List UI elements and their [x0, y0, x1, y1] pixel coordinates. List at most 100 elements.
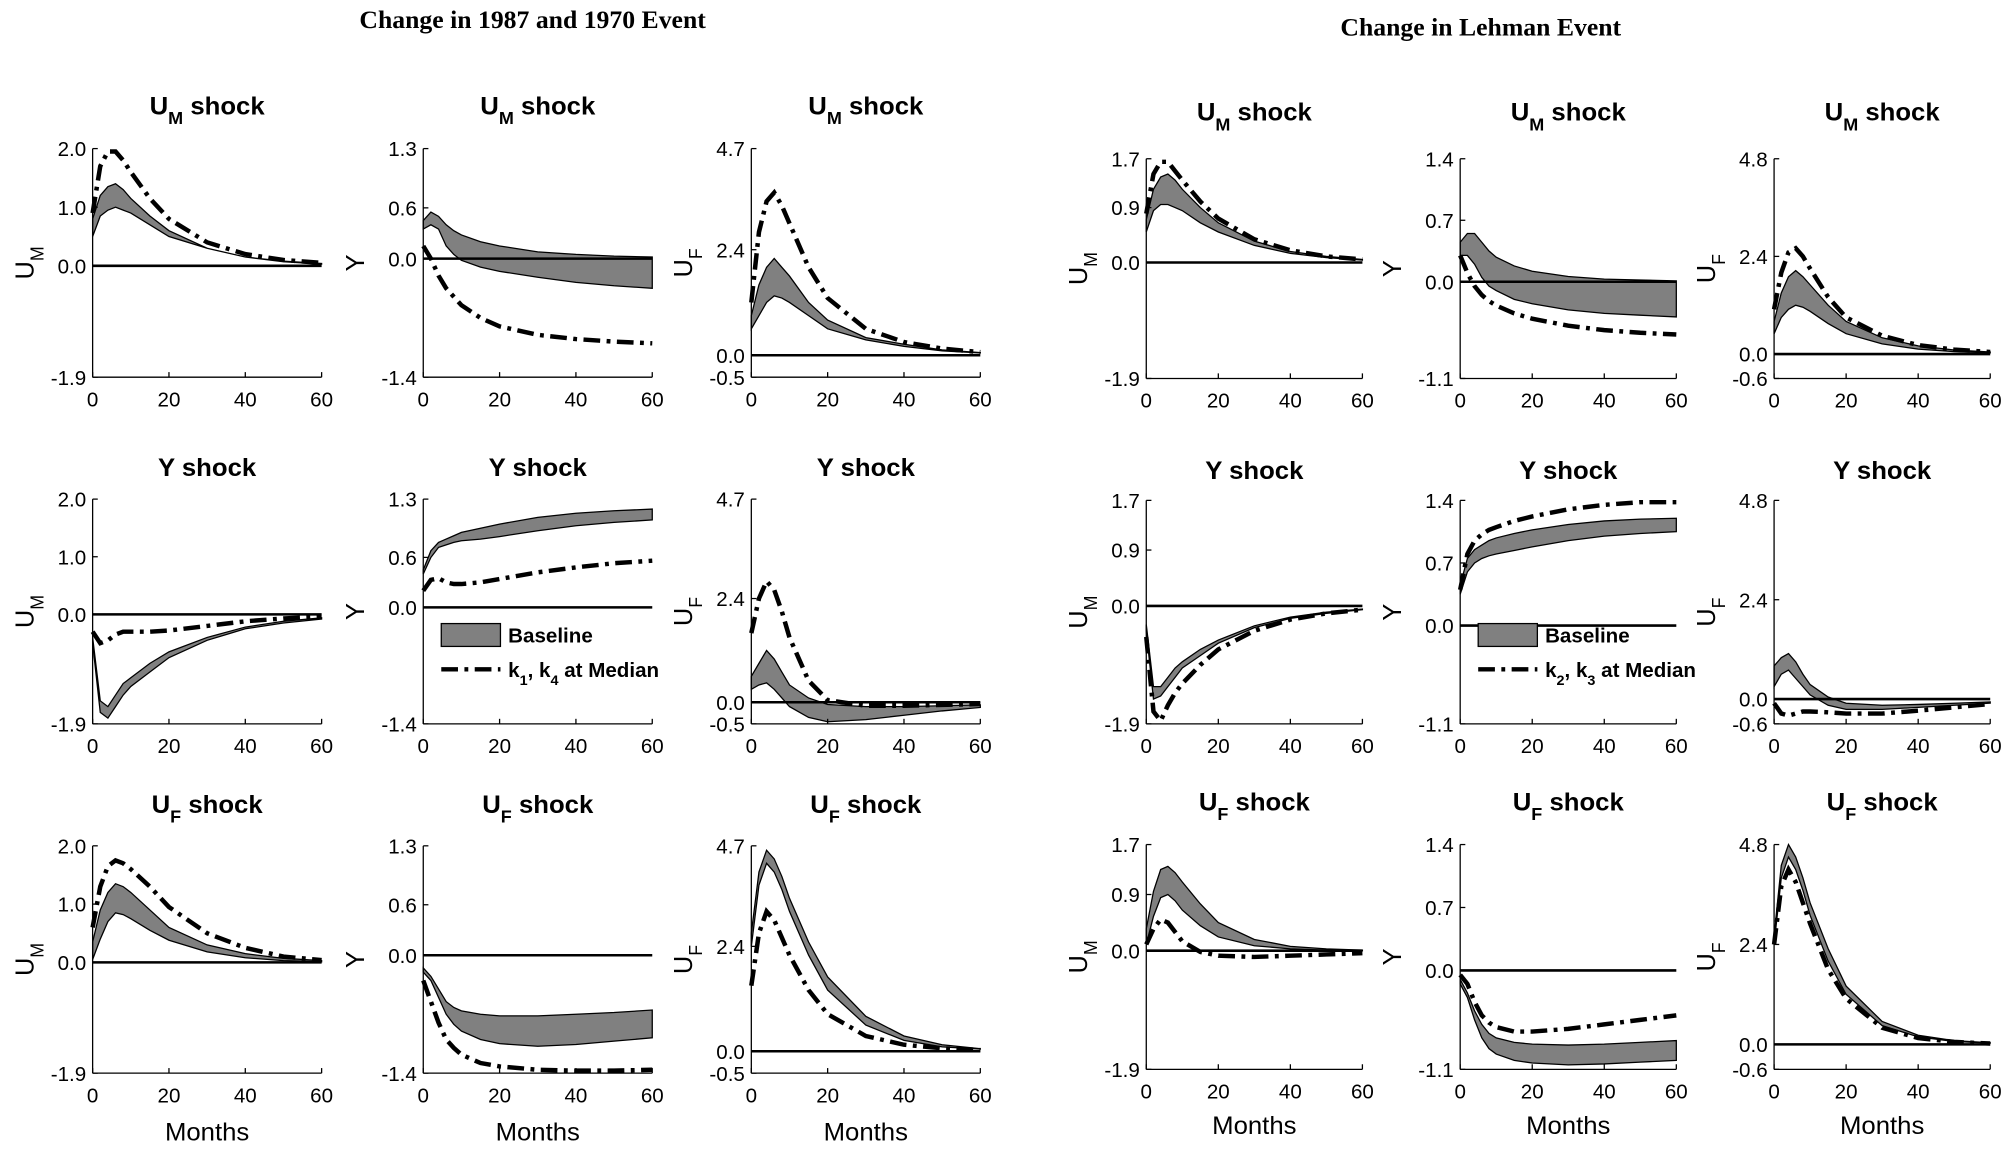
- y-tick-label: 0.0: [1111, 596, 1140, 619]
- subplot-title-part: shock: [1858, 99, 1940, 127]
- group-title: Change in Lehman Event: [1340, 13, 1621, 42]
- subplot: Y shock UM -1.9 0.0 1.0 2.0 0 20 40 60: [11, 454, 333, 758]
- y-axis-label-part: Y: [342, 603, 370, 620]
- x-tick-label: 20: [488, 735, 511, 758]
- subplot-title-part: U: [1827, 788, 1846, 816]
- subplot-title: UM shock: [480, 92, 596, 128]
- band: [1459, 517, 1677, 595]
- subplot-title-part: U: [480, 92, 499, 120]
- y-axis-label: UF: [1693, 254, 1729, 283]
- subplot: UM shock Y -1.1 0.0 0.7 1.4 0 20 40 60: [1379, 99, 1688, 413]
- subplot-title-part: shock: [512, 791, 594, 819]
- x-tick-label: 60: [310, 389, 333, 412]
- x-tick-label: 40: [564, 735, 587, 758]
- subplot: Y shock UM -1.9 0.0 0.9 1.7 0 20 40 60: [1065, 457, 1374, 758]
- band: [91, 882, 323, 963]
- x-tick-label: 0: [87, 389, 98, 412]
- subplot-title: UM shock: [150, 92, 266, 128]
- dashdot-line: [749, 188, 981, 355]
- subplot-title-part: shock: [514, 92, 596, 120]
- y-tick-label: 2.0: [58, 489, 87, 512]
- y-axis-label-part: U: [1065, 610, 1093, 628]
- y-tick-label: -1.4: [381, 714, 416, 737]
- x-tick-label: 0: [1141, 390, 1152, 413]
- y-axis-label: UF: [670, 597, 706, 626]
- subplot-title-part: Y shock: [158, 454, 257, 482]
- subplot: UM shock Y -1.4 0.0 0.6 1.3 0 20 40 60: [342, 92, 664, 411]
- legend-label-part: Baseline: [508, 625, 593, 648]
- subplot-title-part: M: [499, 108, 514, 128]
- subplot-title-part: shock: [1856, 788, 1938, 816]
- y-axis-label-part: U: [1693, 953, 1721, 971]
- band: [1145, 608, 1364, 700]
- subplot-title-part: M: [1843, 115, 1858, 135]
- subplot-title-part: shock: [183, 92, 265, 120]
- x-axis-label: Months: [824, 1119, 908, 1147]
- y-axis-label: UM: [11, 246, 47, 279]
- x-tick-label: 20: [1835, 735, 1858, 758]
- x-tick-label: 40: [1279, 735, 1302, 758]
- subplot-title: Y shock: [1205, 457, 1304, 485]
- subplot-title: Y shock: [817, 454, 916, 482]
- band: [1145, 865, 1364, 952]
- band: [750, 848, 981, 1050]
- x-tick-label: 20: [1835, 390, 1858, 413]
- x-tick-label: 0: [418, 1084, 429, 1107]
- x-tick-label: 20: [816, 1084, 839, 1107]
- x-tick-label: 0: [1454, 735, 1465, 758]
- y-tick-label: 0.9: [1111, 884, 1140, 907]
- x-tick-label: 40: [1593, 390, 1616, 413]
- y-tick-label: 2.0: [58, 836, 87, 859]
- y-tick-label: 0.0: [1425, 960, 1454, 983]
- band: [91, 617, 323, 720]
- subplot-title: UF shock: [810, 791, 922, 827]
- y-tick-label: -0.5: [709, 1063, 744, 1086]
- y-axis-label-part: Y: [1379, 948, 1407, 965]
- dashdot-line: [749, 907, 981, 1053]
- y-tick-label: 0.9: [1111, 197, 1140, 220]
- dashdot-line: [421, 979, 653, 1073]
- y-tick-label: 0.0: [58, 952, 87, 975]
- y-tick-label: -1.4: [381, 367, 416, 390]
- subplot-title: Y shock: [1833, 457, 1932, 485]
- y-tick-label: -0.5: [709, 367, 744, 390]
- subplot-title-part: F: [829, 807, 840, 827]
- y-axis-label: UM: [1065, 940, 1101, 973]
- y-tick-label: 1.3: [388, 836, 417, 859]
- subplot-title-part: shock: [181, 791, 263, 819]
- y-axis-label: UM: [11, 595, 47, 628]
- y-tick-label: 0.0: [1111, 940, 1140, 963]
- y-axis-label: UF: [670, 945, 706, 974]
- y-tick-label: 2.4: [716, 239, 745, 262]
- x-tick-label: 60: [1351, 1081, 1374, 1104]
- y-axis-label: UF: [670, 248, 706, 277]
- legend-label-part: at Median: [1595, 659, 1696, 682]
- y-tick-label: 2.4: [716, 588, 745, 611]
- legend-label-part: 4: [551, 673, 559, 689]
- y-axis-label-part: M: [1081, 596, 1101, 611]
- y-tick-label: -0.6: [1732, 714, 1767, 737]
- x-tick-label: 60: [310, 735, 333, 758]
- y-tick-label: -1.9: [51, 367, 86, 390]
- y-tick-label: 0.0: [1739, 689, 1768, 712]
- x-tick-label: 40: [1593, 735, 1616, 758]
- x-tick-label: 60: [1979, 735, 2002, 758]
- subplot-title-part: M: [827, 108, 842, 128]
- y-tick-label: 4.7: [716, 138, 745, 161]
- y-tick-label: 1.0: [58, 894, 87, 917]
- subplot-title-part: Y shock: [489, 454, 588, 482]
- y-axis-label-part: M: [1081, 252, 1101, 267]
- dashdot-line: [1144, 916, 1363, 960]
- x-tick-label: 60: [1665, 735, 1688, 758]
- x-tick-label: 0: [746, 735, 757, 758]
- x-tick-label: 20: [488, 389, 511, 412]
- y-tick-label: 0.0: [388, 945, 417, 968]
- x-tick-label: 60: [1351, 735, 1374, 758]
- figure-body: Change in 1987 and 1970 Event Change in …: [11, 5, 2001, 1146]
- band: [1459, 979, 1677, 1066]
- x-tick-label: 40: [234, 735, 257, 758]
- y-tick-label: 4.7: [716, 836, 745, 859]
